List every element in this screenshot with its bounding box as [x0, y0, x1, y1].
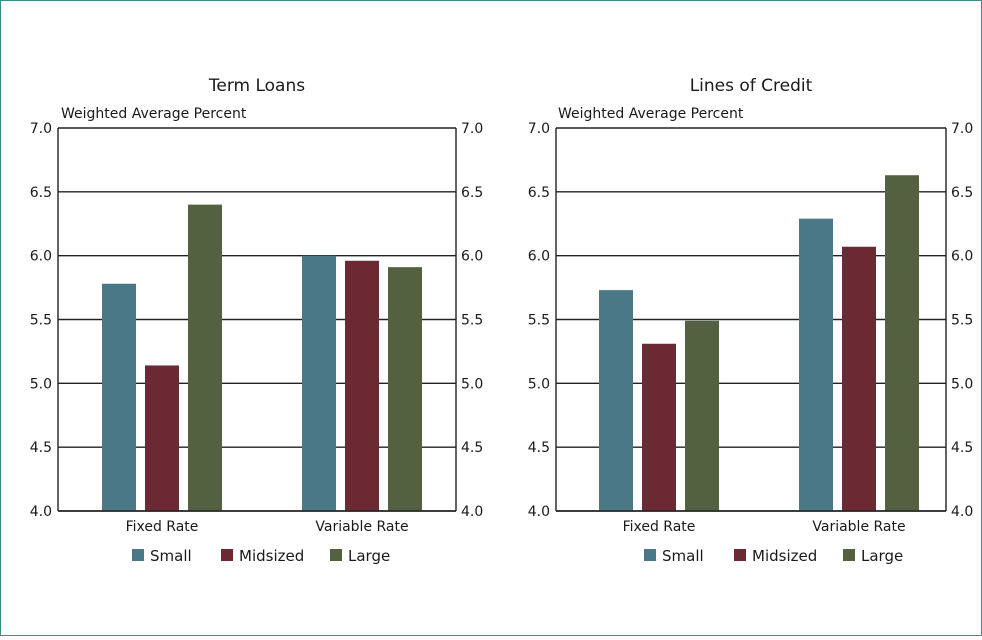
- y-tick-label-right: 6.0: [951, 249, 973, 265]
- y-tick-label-left: 4.0: [30, 504, 52, 520]
- x-category-label: Fixed Rate: [623, 519, 696, 535]
- x-category-label: Variable Rate: [315, 519, 408, 535]
- bar-small-fixed-rate: [599, 290, 633, 511]
- bar-midsized-fixed-rate: [145, 365, 179, 511]
- y-tick-label-right: 4.0: [951, 504, 973, 520]
- legend-swatch-midsized: [734, 549, 746, 561]
- x-category-label: Fixed Rate: [126, 519, 199, 535]
- y-tick-label-left: 6.5: [30, 185, 52, 201]
- y-tick-label-left: 6.0: [528, 249, 550, 265]
- legend-swatch-large: [843, 549, 855, 561]
- bar-large-variable-rate: [885, 175, 919, 511]
- y-axis-label: Weighted Average Percent: [61, 106, 247, 122]
- y-tick-label-left: 5.5: [30, 313, 52, 329]
- y-tick-label-right: 5.0: [951, 376, 973, 392]
- bar-midsized-variable-rate: [345, 260, 379, 511]
- y-tick-label-left: 4.5: [30, 440, 52, 456]
- legend-swatch-large: [330, 549, 342, 561]
- y-tick-label-left: 6.0: [30, 249, 52, 265]
- y-axis-label: Weighted Average Percent: [558, 106, 744, 122]
- y-tick-label-right: 5.0: [461, 376, 483, 392]
- chart-title: Term Loans: [208, 76, 305, 96]
- legend-swatch-small: [132, 549, 144, 561]
- bar-midsized-variable-rate: [842, 246, 876, 512]
- y-tick-label-left: 7.0: [528, 121, 550, 137]
- chart-title: Lines of Credit: [690, 76, 813, 96]
- legend-swatch-midsized: [221, 549, 233, 561]
- y-tick-label-right: 7.0: [951, 121, 973, 137]
- y-tick-label-left: 5.0: [528, 376, 550, 392]
- y-tick-label-right: 4.5: [461, 440, 483, 456]
- bar-large-fixed-rate: [685, 320, 719, 511]
- bar-small-variable-rate: [302, 255, 336, 511]
- bar-large-fixed-rate: [188, 204, 222, 511]
- y-tick-label-right: 5.5: [951, 313, 973, 329]
- bar-large-variable-rate: [388, 267, 422, 511]
- legend-label-midsized: Midsized: [752, 547, 817, 565]
- y-tick-label-right: 7.0: [461, 121, 483, 137]
- y-tick-label-left: 6.5: [528, 185, 550, 201]
- bar-midsized-fixed-rate: [642, 343, 676, 511]
- y-tick-label-left: 5.5: [528, 313, 550, 329]
- y-tick-label-right: 4.5: [951, 440, 973, 456]
- legend-label-midsized: Midsized: [239, 547, 304, 565]
- y-tick-label-right: 6.5: [461, 185, 483, 201]
- y-tick-label-right: 5.5: [461, 313, 483, 329]
- legend-label-small: Small: [662, 547, 704, 565]
- y-tick-label-right: 4.0: [461, 504, 483, 520]
- y-tick-label-left: 5.0: [30, 376, 52, 392]
- y-tick-label-left: 7.0: [30, 121, 52, 137]
- y-tick-label-left: 4.0: [528, 504, 550, 520]
- bar-small-variable-rate: [799, 218, 833, 512]
- y-tick-label-right: 6.0: [461, 249, 483, 265]
- x-category-label: Variable Rate: [812, 519, 905, 535]
- legend-label-small: Small: [150, 547, 192, 565]
- legend-label-large: Large: [348, 547, 390, 565]
- y-tick-label-right: 6.5: [951, 185, 973, 201]
- bar-small-fixed-rate: [102, 283, 136, 511]
- legend-label-large: Large: [861, 547, 903, 565]
- y-tick-label-left: 4.5: [528, 440, 550, 456]
- legend-swatch-small: [644, 549, 656, 561]
